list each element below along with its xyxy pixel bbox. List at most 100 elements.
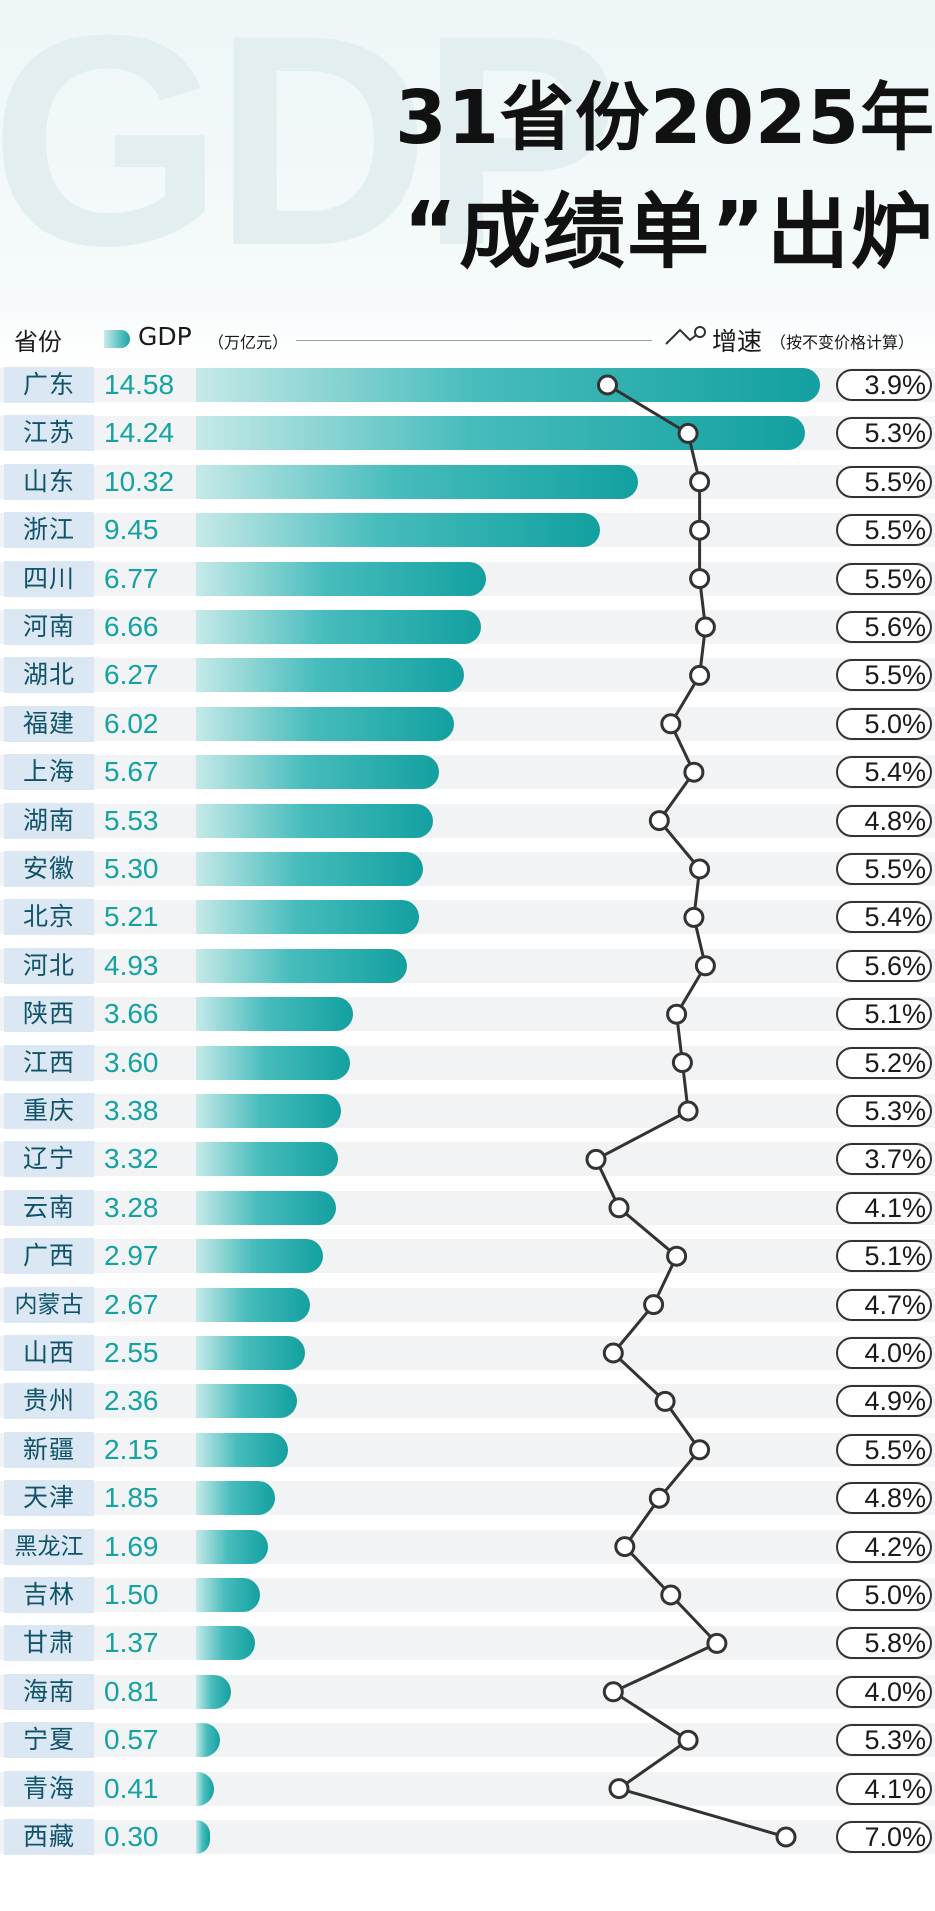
gdp-bar (196, 416, 806, 451)
province-label: 广西 (4, 1238, 94, 1275)
gdp-bar (196, 1190, 337, 1225)
growth-rate-label: 5.1% (836, 1240, 932, 1273)
legend-growth-note: （按不变价格计算） (770, 333, 915, 352)
gdp-value-label: 1.69 (104, 1530, 159, 1562)
gdp-value-label: 5.53 (104, 804, 159, 836)
growth-rate-label: 7.0% (836, 1821, 932, 1853)
gdp-bar (196, 464, 638, 499)
gdp-bar (196, 755, 439, 790)
growth-rate-label: 4.7% (836, 1288, 932, 1321)
growth-rate-label: 5.5% (836, 514, 932, 547)
gdp-bar (196, 658, 465, 693)
gdp-value-label: 2.36 (104, 1385, 159, 1417)
province-label: 江苏 (4, 415, 94, 452)
gdp-value-label: 2.55 (104, 1337, 159, 1368)
gdp-value-label: 10.32 (104, 465, 175, 497)
province-label: 吉林 (4, 1577, 94, 1613)
province-label: 重庆 (4, 1093, 94, 1129)
gdp-value-label: 1.85 (104, 1482, 159, 1514)
province-label: 辽宁 (4, 1141, 94, 1178)
gdp-bar (196, 900, 419, 935)
growth-rate-label: 5.3% (836, 417, 932, 450)
gdp-bar (196, 1094, 341, 1128)
province-label: 黑龙江 (4, 1528, 94, 1565)
gdp-bar (196, 803, 433, 838)
gdp-value-label: 14.24 (104, 417, 175, 449)
gdp-bar (196, 513, 601, 548)
gdp-value-label: 0.41 (104, 1772, 159, 1804)
gdp-bar (196, 948, 407, 983)
gdp-value-label: 5.67 (104, 756, 159, 788)
province-label: 广东 (4, 367, 94, 403)
growth-rate-label: 5.0% (836, 1579, 932, 1611)
gdp-value-label: 0.81 (104, 1675, 159, 1707)
province-label: 贵州 (4, 1383, 94, 1420)
province-label: 宁夏 (4, 1722, 94, 1759)
province-label: 福建 (4, 705, 94, 742)
growth-rate-label: 4.0% (836, 1675, 932, 1708)
growth-rate-label: 5.8% (836, 1627, 932, 1660)
gdp-value-label: 5.30 (104, 853, 159, 884)
legend-province-label: 省份 (14, 328, 62, 356)
gdp-value-label: 3.32 (104, 1143, 159, 1175)
growth-rate-label: 4.0% (836, 1337, 932, 1369)
gdp-value-label: 0.30 (104, 1821, 159, 1852)
legend-growth-label: 增速 (712, 327, 763, 356)
province-label: 云南 (4, 1189, 94, 1226)
province-label: 新疆 (4, 1431, 94, 1468)
growth-rate-label: 5.2% (836, 1046, 932, 1079)
title-line-1: 31省份2025年 (395, 75, 935, 161)
growth-rate-label: 5.5% (836, 659, 932, 692)
gdp-value-label: 0.57 (104, 1724, 159, 1756)
growth-rate-label: 5.4% (836, 901, 932, 934)
growth-rate-label: 4.1% (836, 1772, 932, 1805)
province-label: 安徽 (4, 851, 94, 887)
growth-rate-label: 5.1% (836, 998, 932, 1031)
gdp-value-label: 3.28 (104, 1191, 159, 1223)
province-label: 天津 (4, 1480, 94, 1517)
growth-rate-label: 5.5% (836, 1433, 932, 1466)
legend-gdp-swatch-icon (104, 330, 130, 348)
province-label: 山东 (4, 463, 94, 500)
province-label: 内蒙古 (4, 1286, 94, 1323)
province-label: 青海 (4, 1770, 94, 1807)
legend-gdp-unit: （万亿元） (208, 333, 289, 352)
growth-rate-label: 3.7% (836, 1143, 932, 1176)
gdp-bar (196, 1626, 255, 1661)
gdp-bar (196, 1820, 210, 1854)
province-label: 山西 (4, 1335, 94, 1371)
gdp-value-label: 6.27 (104, 659, 159, 691)
gdp-value-label: 3.66 (104, 998, 159, 1030)
growth-rate-label: 5.5% (836, 853, 932, 885)
growth-rate-label: 5.5% (836, 465, 932, 498)
legend-growth-line-icon (665, 326, 706, 345)
gdp-value-label: 4.93 (104, 949, 159, 981)
gdp-bar (196, 852, 423, 886)
gdp-value-label: 2.97 (104, 1240, 159, 1272)
gdp-value-label: 5.21 (104, 901, 159, 933)
gdp-value-label: 3.60 (104, 1046, 159, 1078)
gdp-bar (196, 610, 482, 644)
gdp-bar (196, 1432, 289, 1467)
province-label: 陕西 (4, 996, 94, 1033)
gdp-value-label: 2.15 (104, 1433, 159, 1465)
gdp-value-label: 6.02 (104, 707, 159, 739)
gdp-bar (196, 1287, 311, 1322)
province-label: 河北 (4, 947, 94, 984)
province-label: 河南 (4, 609, 94, 645)
growth-rate-label: 5.0% (836, 707, 932, 740)
gdp-bar (196, 1674, 231, 1709)
gdp-bar (196, 1481, 276, 1516)
growth-rate-label: 4.8% (836, 1482, 932, 1515)
growth-rate-label: 5.5% (836, 562, 932, 595)
gdp-bar (196, 1384, 297, 1419)
gdp-bar (196, 1578, 261, 1612)
gdp-bar (196, 1045, 351, 1080)
growth-rate-label: 5.3% (836, 1095, 932, 1127)
growth-rate-label: 4.8% (836, 804, 932, 837)
province-label: 西藏 (4, 1819, 94, 1855)
gdp-bar (196, 1529, 269, 1564)
gdp-bar (196, 1142, 339, 1177)
growth-rate-label: 5.6% (836, 949, 932, 982)
